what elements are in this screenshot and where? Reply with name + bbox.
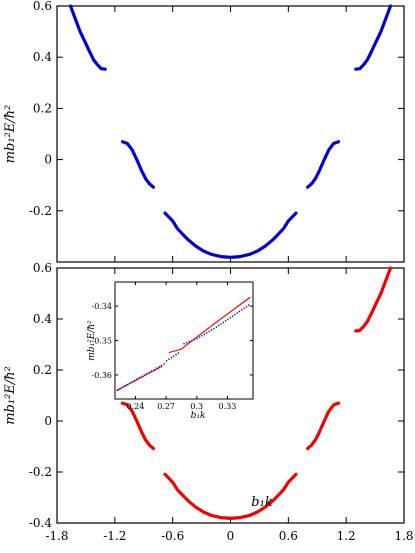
top-y-tick-label: 0 bbox=[44, 153, 52, 167]
bottom-y-axis-label: mb₁²E/ħ² bbox=[3, 366, 18, 425]
inset-y-tick-label: -0.36 bbox=[91, 371, 112, 380]
bottom-x-axis-label: b₁k bbox=[251, 495, 273, 510]
top-panel: -0.2 0 0.2 0.4 0.6 mb₁²E/ħ² bbox=[3, 0, 405, 263]
bottom-series-0-segment-1 bbox=[120, 401, 155, 451]
bottom-x-tick-label: 0 bbox=[227, 529, 235, 543]
inset-y-axis-label: mb₁²E/ħ² bbox=[87, 320, 97, 361]
bottom-y-tick-label: 0 bbox=[44, 414, 52, 428]
top-series-0-segment-3 bbox=[68, 4, 107, 71]
top-series-0-segment-4 bbox=[354, 4, 393, 71]
inset-panel: 0.24 0.27 0.3 0.33 -0.36 -0.35 -0.34 mb₁²E/ħ² b₁… bbox=[87, 281, 254, 421]
inset-y-tick-label: -0.35 bbox=[91, 337, 112, 346]
inset-x-tick-label: 0.3 bbox=[190, 402, 203, 411]
top-series-0-segment-2 bbox=[306, 140, 341, 189]
bottom-series-0-segment-2 bbox=[306, 401, 341, 451]
bottom-series-0-segment-3 bbox=[354, 266, 393, 333]
bottom-x-tick-label: 0.6 bbox=[279, 529, 298, 543]
inset-x-tick-label: 0.24 bbox=[127, 402, 145, 411]
top-series-0-segment-1 bbox=[120, 140, 155, 189]
top-series-0-segment-0 bbox=[163, 211, 298, 259]
bottom-y-tick-label: 0.6 bbox=[33, 261, 52, 275]
inset-series-0-segment-1 bbox=[168, 296, 251, 354]
bottom-x-tick-label: -0.6 bbox=[161, 529, 184, 543]
inset-x-tick-label: 0.27 bbox=[157, 402, 175, 411]
bottom-series-0-segment-0 bbox=[163, 472, 298, 520]
inset-plot-frame bbox=[114, 281, 254, 400]
top-y-tick-label: 0.4 bbox=[33, 50, 52, 64]
inset-x-axis-label: b₁k bbox=[191, 411, 206, 421]
bottom-y-tick-label: 0.2 bbox=[33, 363, 52, 377]
bottom-x-tick-label: 1.8 bbox=[394, 529, 413, 543]
top-y-axis-label: mb₁²E/ħ² bbox=[3, 105, 18, 164]
top-y-tick-label: 0.2 bbox=[33, 101, 52, 115]
top-y-tick-label: -0.2 bbox=[29, 204, 52, 218]
bottom-x-tick-label: 1.2 bbox=[337, 529, 356, 543]
inset-y-tick-label: -0.34 bbox=[91, 302, 112, 311]
bottom-y-tick-label: -0.2 bbox=[29, 465, 52, 479]
inset-series-1-segment-0 bbox=[116, 362, 167, 392]
bottom-x-tick-label: -1.8 bbox=[45, 529, 68, 543]
top-y-tick-label: 0.6 bbox=[33, 0, 52, 13]
bottom-y-tick-label: 0.4 bbox=[33, 312, 52, 326]
bottom-x-tick-label: -1.2 bbox=[103, 529, 126, 543]
inset-series-1-segment-2 bbox=[183, 303, 251, 345]
bottom-y-tick-label: -0.4 bbox=[29, 516, 53, 530]
top-plot-frame bbox=[56, 5, 405, 263]
inset-x-tick-label: 0.33 bbox=[219, 402, 237, 411]
